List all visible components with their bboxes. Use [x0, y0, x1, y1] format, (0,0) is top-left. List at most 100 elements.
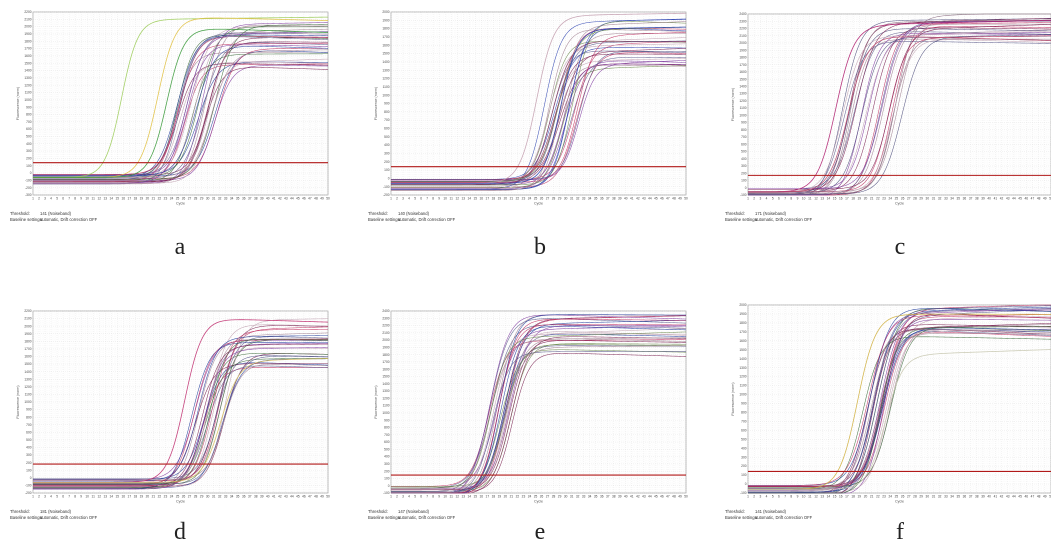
amplification-curve: [748, 28, 1051, 194]
y-tick-label: 1700: [382, 35, 389, 39]
x-tick-label: 10: [443, 495, 447, 499]
x-tick-label: 35: [236, 197, 240, 201]
x-tick-label: 34: [230, 495, 234, 499]
x-tick-label: 9: [80, 495, 82, 499]
y-tick-label: 1000: [739, 113, 746, 117]
amplification-curve: [748, 315, 1051, 486]
y-tick-label: 1700: [24, 47, 31, 51]
x-tick-label: 6: [778, 197, 780, 201]
x-tick-label: 37: [248, 197, 252, 201]
panel-label: b: [534, 234, 546, 260]
x-tick-label: 34: [230, 197, 234, 201]
baseline-key: Baseline settings:: [725, 515, 758, 520]
x-tick-label: 43: [642, 495, 646, 499]
x-tick-label: 45: [654, 495, 658, 499]
x-tick-label: 30: [926, 495, 930, 499]
y-tick-label: 1300: [24, 377, 31, 381]
x-tick-label: 12: [814, 197, 818, 201]
y-tick-label: 400: [741, 446, 747, 450]
x-tick-label: 42: [278, 495, 282, 499]
y-tick-label: 1500: [382, 375, 389, 379]
x-tick-label: 36: [242, 495, 246, 499]
x-tick-label: 22: [158, 197, 162, 201]
x-tick-label: 34: [950, 495, 954, 499]
amplification-curve: [391, 331, 687, 489]
amplification-curve: [748, 33, 1051, 196]
x-tick-label: 47: [1031, 495, 1035, 499]
amplification-curve: [391, 345, 687, 494]
x-tick-label: 47: [308, 495, 312, 499]
amplification-curve: [33, 343, 329, 487]
y-axis-title: Fluorescence (norm): [374, 87, 378, 120]
x-tick-label: 48: [314, 197, 318, 201]
x-tick-label: 19: [858, 495, 862, 499]
y-axis-title: Fluorescence (norm): [16, 385, 20, 418]
x-tick-label: 46: [1024, 197, 1028, 201]
x-tick-label: 30: [206, 197, 210, 201]
panel-c: 1 2 3 4 5 6 7 8 9 10 11 12 13 14 15 16 17 18 19 20 21 22 23 24 2…: [715, 0, 1051, 270]
amplification-curve: [33, 358, 329, 483]
amplification-curve: [33, 36, 329, 185]
y-tick-label: 100: [384, 477, 390, 481]
x-tick-label: 9: [80, 197, 82, 201]
threshold-key: Threshold:: [10, 211, 30, 216]
y-tick-label: 0: [388, 484, 390, 488]
y-tick-label: 300: [384, 462, 390, 466]
x-tick-label: 26: [182, 495, 186, 499]
y-tick-label: 800: [384, 110, 390, 114]
x-tick-label: 14: [109, 495, 113, 499]
amplification-curve: [33, 342, 329, 490]
x-tick-label: 40: [266, 495, 270, 499]
x-tick-label: 46: [660, 495, 664, 499]
x-tick-label: 11: [450, 197, 454, 201]
x-tick-label: 28: [194, 495, 198, 499]
amplification-curve: [33, 44, 329, 176]
x-tick-label: 24: [528, 495, 532, 499]
y-tick-label: 2400: [739, 12, 746, 16]
y-tick-label: 900: [741, 121, 747, 125]
x-tick-label: 3: [402, 197, 404, 201]
y-tick-label: 1700: [382, 360, 389, 364]
y-tick-label: 500: [26, 438, 32, 442]
y-tick-label: 1200: [382, 77, 389, 81]
x-tick-label: 42: [636, 495, 640, 499]
x-tick-label: 35: [956, 495, 960, 499]
x-tick-label: 29: [200, 197, 204, 201]
y-tick-label: 100: [384, 168, 390, 172]
chart-a: 1 2 3 4 5 6 7 8 9 10 11 12 13 14 15 16 17 18 19 20 21 22 23 24 2…: [16, 10, 330, 205]
x-tick-label: 14: [467, 495, 471, 499]
x-tick-label: 41: [272, 495, 276, 499]
x-tick-label: 3: [402, 495, 404, 499]
x-tick-label: 50: [1049, 197, 1051, 201]
y-tick-label: 400: [741, 157, 747, 161]
y-tick-label: -300: [25, 193, 32, 197]
y-tick-label: 2000: [24, 25, 31, 29]
x-tick-label: 20: [146, 495, 150, 499]
x-tick-label: 4: [50, 197, 52, 201]
x-tick-label: 3: [44, 197, 46, 201]
x-tick-label: 43: [284, 495, 288, 499]
y-tick-label: 1200: [739, 99, 746, 103]
y-tick-label: -100: [25, 178, 32, 182]
amplification-curve: [748, 329, 1051, 489]
x-tick-label: 31: [932, 197, 936, 201]
x-tick-label: 22: [516, 197, 520, 201]
x-tick-label: 42: [1000, 197, 1004, 201]
x-tick-label: 23: [882, 495, 886, 499]
y-tick-label: 1800: [382, 27, 389, 31]
x-tick-label: 12: [814, 495, 818, 499]
x-tick-label: 7: [426, 495, 428, 499]
amplification-curve: [33, 336, 329, 480]
y-tick-label: 1600: [739, 70, 746, 74]
panel-label: e: [534, 519, 546, 545]
x-tick-label: 26: [540, 495, 544, 499]
y-tick-label: 0: [388, 176, 390, 180]
x-tick-label: 1: [390, 495, 392, 499]
x-tick-label: 49: [1043, 495, 1047, 499]
y-tick-label: 1800: [24, 39, 31, 43]
x-tick-label: 46: [1024, 495, 1028, 499]
x-tick-label: 6: [62, 197, 64, 201]
x-tick-label: 1: [32, 197, 34, 201]
x-tick-label: 8: [432, 495, 434, 499]
y-tick-label: 1400: [24, 69, 31, 73]
